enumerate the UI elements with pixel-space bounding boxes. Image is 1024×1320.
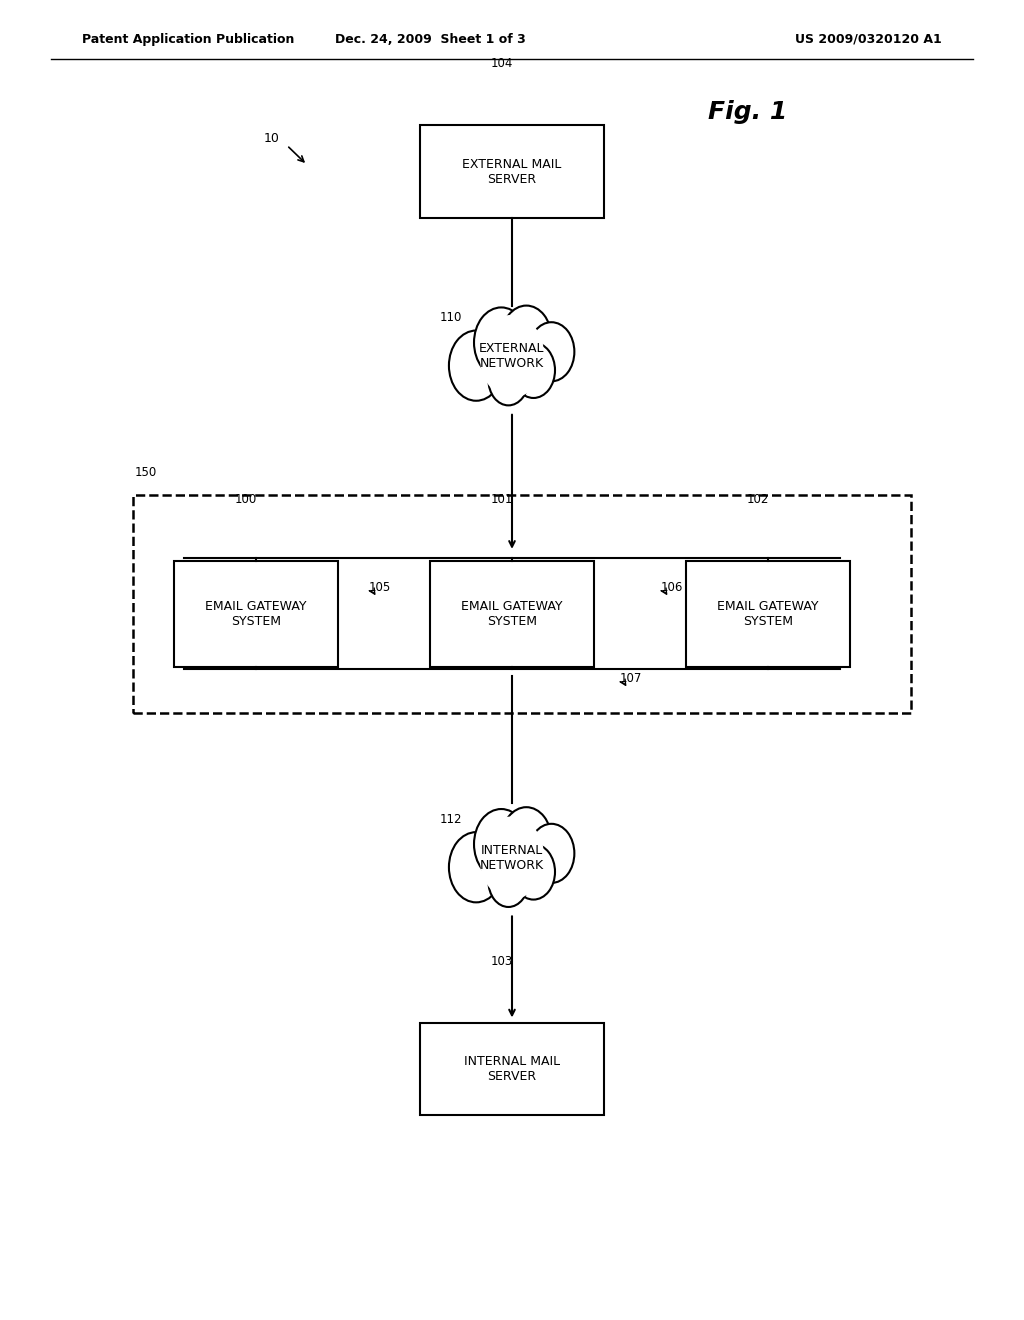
FancyBboxPatch shape: [430, 561, 594, 667]
Text: Dec. 24, 2009  Sheet 1 of 3: Dec. 24, 2009 Sheet 1 of 3: [335, 33, 525, 46]
Circle shape: [502, 808, 551, 873]
Circle shape: [512, 845, 555, 900]
Text: 150: 150: [135, 466, 158, 479]
Text: Patent Application Publication: Patent Application Publication: [82, 33, 294, 46]
Text: EXTERNAL
NETWORK: EXTERNAL NETWORK: [479, 342, 545, 371]
Text: EXTERNAL MAIL
SERVER: EXTERNAL MAIL SERVER: [462, 157, 562, 186]
Text: 101: 101: [490, 492, 513, 506]
Circle shape: [488, 855, 528, 907]
Circle shape: [528, 322, 574, 381]
Text: 107: 107: [620, 672, 642, 685]
Text: 110: 110: [440, 312, 462, 325]
Text: 104: 104: [490, 57, 513, 70]
Text: 112: 112: [440, 813, 462, 826]
Text: INTERNAL MAIL
SERVER: INTERNAL MAIL SERVER: [464, 1055, 560, 1084]
Text: 10: 10: [263, 132, 280, 145]
Circle shape: [474, 809, 528, 879]
Circle shape: [479, 314, 545, 399]
FancyBboxPatch shape: [174, 561, 338, 667]
Text: EMAIL GATEWAY
SYSTEM: EMAIL GATEWAY SYSTEM: [205, 599, 307, 628]
FancyBboxPatch shape: [686, 561, 850, 667]
Circle shape: [479, 816, 545, 900]
Text: 103: 103: [490, 954, 513, 968]
Circle shape: [502, 305, 551, 370]
Circle shape: [488, 354, 528, 405]
Text: 106: 106: [660, 581, 683, 594]
Circle shape: [449, 330, 504, 401]
Circle shape: [512, 342, 555, 399]
Text: INTERNAL
NETWORK: INTERNAL NETWORK: [480, 843, 544, 873]
Text: 102: 102: [746, 492, 769, 506]
Circle shape: [474, 308, 528, 378]
Text: EMAIL GATEWAY
SYSTEM: EMAIL GATEWAY SYSTEM: [461, 599, 563, 628]
FancyBboxPatch shape: [420, 125, 604, 218]
Text: US 2009/0320120 A1: US 2009/0320120 A1: [796, 33, 942, 46]
FancyBboxPatch shape: [420, 1023, 604, 1115]
Text: 105: 105: [369, 581, 391, 594]
Circle shape: [449, 832, 504, 903]
Text: EMAIL GATEWAY
SYSTEM: EMAIL GATEWAY SYSTEM: [717, 599, 819, 628]
Text: Fig. 1: Fig. 1: [708, 100, 787, 124]
Text: 100: 100: [234, 492, 257, 506]
Circle shape: [528, 824, 574, 883]
